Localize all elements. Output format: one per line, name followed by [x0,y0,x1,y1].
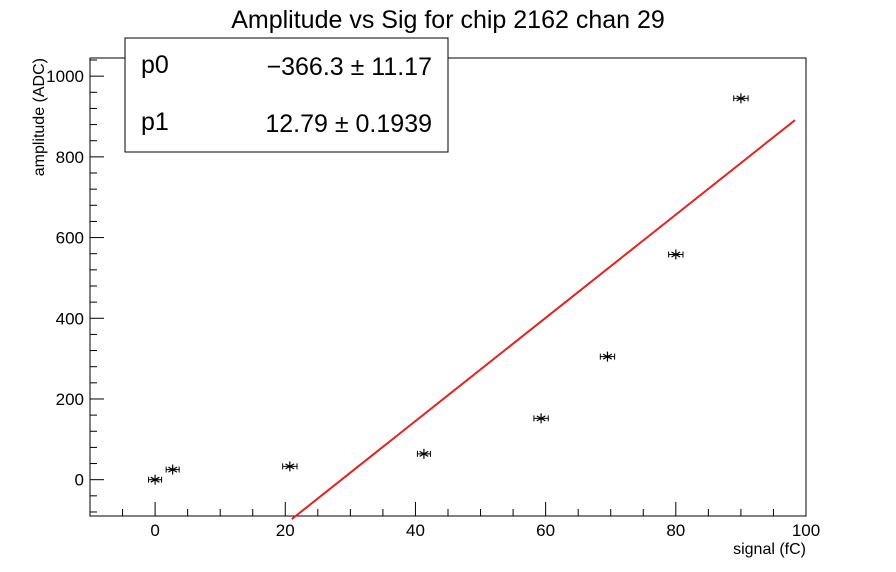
stat-p1-value: 12.79 ± 0.1939 [265,110,432,138]
data-point [148,474,163,485]
x-axis-title: signal (fC) [733,541,806,558]
x-tick-label: 40 [406,521,425,540]
data-point [599,351,616,362]
stat-p0-name: p0 [141,51,169,79]
y-axis-title: amplitude (ADC) [31,58,48,176]
y-tick-label: 400 [56,309,84,328]
x-tick-label: 20 [276,521,295,540]
x-tick-label: 80 [666,521,685,540]
data-points-layer [148,93,749,485]
data-point [668,249,684,260]
fit-line [291,119,796,520]
data-point [165,464,180,475]
x-axis-ticks: 0 20 40 60 80 100 [89,502,820,540]
chart-title: Amplitude vs Sig for chip 2162 chan 29 [231,6,665,34]
x-tick-label: 0 [150,521,159,540]
x-tick-label: 60 [536,521,555,540]
stat-p1-name: p1 [141,108,169,136]
y-tick-label: 200 [56,390,84,409]
data-point [416,448,431,459]
fit-line-layer [291,119,796,520]
y-tick-label: 800 [56,148,84,167]
x-tick-label: 100 [792,521,820,540]
y-tick-label: 1000 [46,67,84,86]
data-point [733,93,749,104]
fit-stats-box: p0 −366.3 ± 11.17 p1 12.79 ± 0.1939 [124,37,449,153]
y-axis-ticks: 0 200 400 600 800 1000 [46,59,104,513]
stats-box-frame [124,37,449,153]
data-point [533,413,549,424]
y-tick-label: 0 [75,471,84,490]
data-point [282,461,298,472]
stat-p0-value: −366.3 ± 11.17 [267,53,432,81]
y-tick-label: 600 [56,229,84,248]
